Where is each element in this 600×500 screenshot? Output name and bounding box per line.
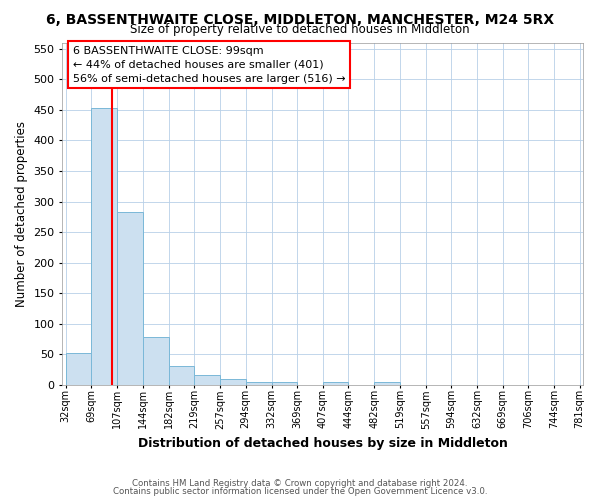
Bar [117,212,143,385]
Text: Contains HM Land Registry data © Crown copyright and database right 2024.: Contains HM Land Registry data © Crown c… [132,478,468,488]
Bar [272,382,297,385]
Bar [169,366,194,385]
Bar [374,382,400,385]
Bar [245,382,272,385]
Text: Size of property relative to detached houses in Middleton: Size of property relative to detached ho… [130,22,470,36]
Bar [66,352,91,385]
Text: Contains public sector information licensed under the Open Government Licence v3: Contains public sector information licen… [113,487,487,496]
X-axis label: Distribution of detached houses by size in Middleton: Distribution of detached houses by size … [138,437,508,450]
Text: 6 BASSENTHWAITE CLOSE: 99sqm
← 44% of detached houses are smaller (401)
56% of s: 6 BASSENTHWAITE CLOSE: 99sqm ← 44% of de… [73,46,346,84]
Bar [220,380,245,385]
Bar [194,375,220,385]
Bar [143,338,169,385]
Y-axis label: Number of detached properties: Number of detached properties [15,121,28,307]
Bar [323,382,349,385]
Text: 6, BASSENTHWAITE CLOSE, MIDDLETON, MANCHESTER, M24 5RX: 6, BASSENTHWAITE CLOSE, MIDDLETON, MANCH… [46,12,554,26]
Bar [91,108,117,385]
